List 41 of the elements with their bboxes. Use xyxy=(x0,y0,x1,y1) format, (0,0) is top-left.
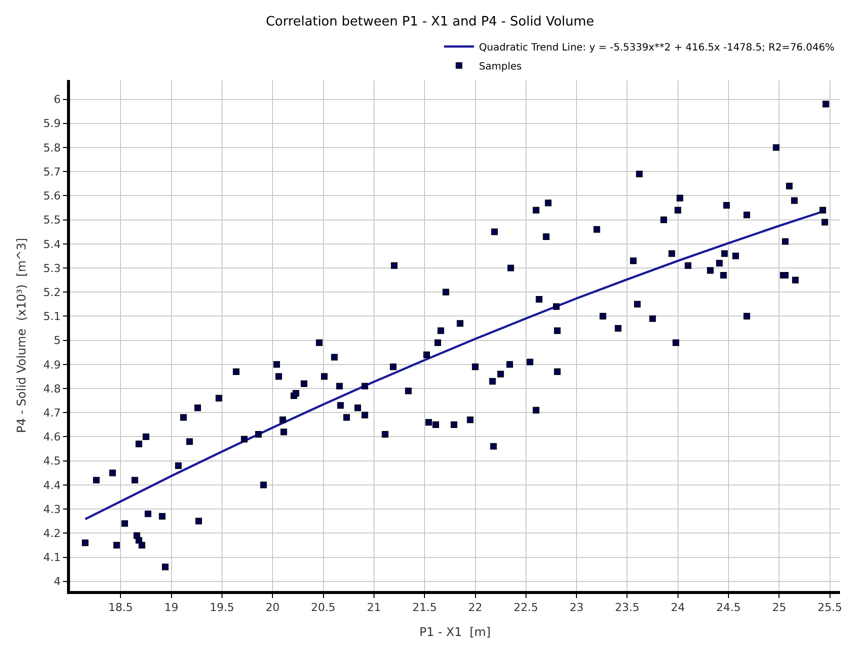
y-tick-label: 5.4 xyxy=(43,238,61,251)
x-tick-label: 20 xyxy=(266,601,280,614)
y-tick-label: 5 xyxy=(54,334,61,348)
y-tick-label: 4.9 xyxy=(43,358,61,372)
y-tick-label: 4.1 xyxy=(43,551,61,564)
y-tick-label: 5.2 xyxy=(43,286,61,299)
legend-label: Samples xyxy=(479,61,522,72)
chart-title: Correlation between P1 - X1 and P4 - Solid Volume xyxy=(266,14,594,30)
x-tick-label: 21.5 xyxy=(412,601,437,614)
y-axis-title: P4 - Solid Volume (x10³) [m^3] xyxy=(14,238,29,434)
y-tick-label: 4.6 xyxy=(43,430,61,444)
x-tick-label: 25 xyxy=(772,601,786,614)
x-tick-label: 24.5 xyxy=(716,601,741,614)
x-tick-label: 19 xyxy=(164,601,178,614)
x-tick-label: 23.5 xyxy=(614,601,640,614)
y-tick-label: 5.7 xyxy=(43,165,61,178)
y-tick-label: 5.1 xyxy=(43,310,61,324)
y-tick-label: 4.8 xyxy=(43,382,61,396)
y-tick-label: 4.2 xyxy=(43,527,61,540)
x-tick-label: 22.5 xyxy=(514,601,538,614)
y-tick-label: 5.3 xyxy=(43,262,61,275)
x-tick-label: 20.5 xyxy=(311,601,336,614)
y-tick-label: 4.7 xyxy=(43,406,61,420)
y-tick-label: 4.4 xyxy=(43,478,61,492)
x-tick-label: 19.5 xyxy=(210,601,234,614)
x-tick-label: 18.5 xyxy=(108,601,133,614)
x-tick-label: 24 xyxy=(670,601,685,614)
x-axis-title: P1 - X1 [m] xyxy=(419,625,491,640)
y-tick-label: 5.6 xyxy=(43,190,61,203)
y-tick-label: 6 xyxy=(54,93,61,106)
y-tick-label: 5.5 xyxy=(43,214,61,227)
legend-label: Quadratic Trend Line: y = -5.5339x**2 + 416.5x -1478.5; R2=76.046% xyxy=(479,42,835,54)
x-tick-label: 25.5 xyxy=(818,601,842,614)
x-tick-label: 22 xyxy=(468,601,482,614)
y-tick-label: 4 xyxy=(54,575,61,588)
x-tick-label: 21 xyxy=(366,601,381,614)
y-tick-label: 5.8 xyxy=(43,141,61,154)
y-tick-label: 5.9 xyxy=(43,117,61,130)
y-tick-label: 4.5 xyxy=(43,454,61,468)
x-tick-label: 23 xyxy=(570,601,584,614)
y-tick-label: 4.3 xyxy=(43,502,61,516)
